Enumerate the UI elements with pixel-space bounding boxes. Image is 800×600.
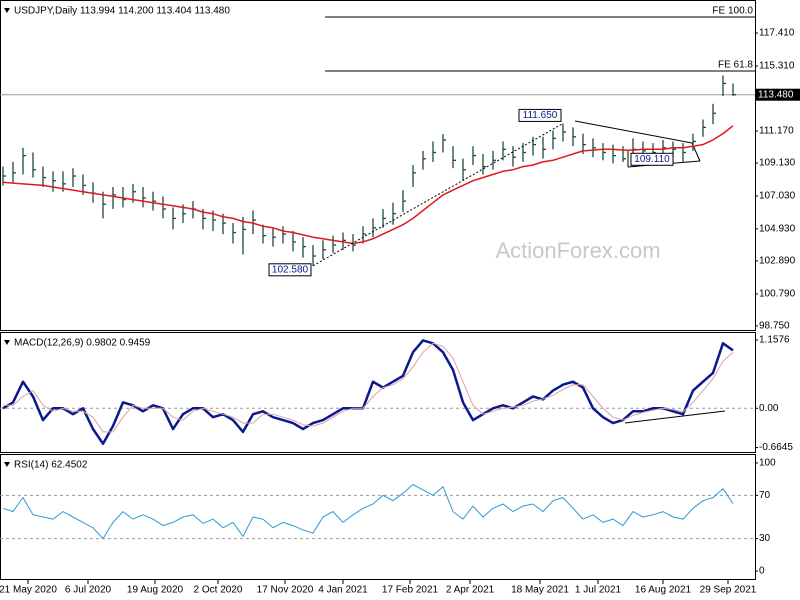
y-tick-label: 0	[759, 566, 765, 577]
annotation-box	[518, 108, 562, 122]
y-tick-label: 1.1576	[759, 335, 790, 346]
y-tick-label: 111.170	[759, 126, 794, 137]
x-tick-label: 6 Jul 2020	[65, 585, 112, 596]
x-tick-label: 17 Feb 2021	[382, 585, 439, 596]
series-line	[2, 125, 734, 245]
x-tick-label: 18 May 2021	[511, 585, 569, 596]
series-line	[2, 339, 734, 445]
annotation-label: 111.650	[523, 110, 558, 121]
y-tick-label: 109.130	[759, 158, 796, 169]
x-tick-label: 19 Aug 2020	[127, 585, 184, 596]
x-tick-label: 17 Nov 2020	[257, 585, 314, 596]
divergence-line	[624, 410, 726, 424]
annotation-box	[268, 263, 312, 277]
trend-line	[574, 120, 693, 144]
x-tick-label: 16 Aug 2021	[635, 585, 692, 596]
y-tick-label: 115.310	[759, 61, 795, 72]
y-tick-label: 30	[759, 533, 771, 544]
annotation-label: 109.110	[634, 154, 670, 165]
series-line	[2, 484, 734, 540]
last-price-label: 113.480	[758, 89, 794, 100]
annotation-box	[630, 152, 674, 166]
watermark: ActionForex.com	[495, 238, 660, 263]
y-tick-label: 102.890	[759, 256, 796, 267]
panel-title: RSI(14) 62.4502	[14, 460, 88, 471]
y-tick-label: 98.750	[759, 321, 790, 332]
title-marker	[4, 340, 10, 345]
y-tick-label: 104.930	[759, 224, 796, 235]
y-tick-label: 100.790	[759, 289, 796, 300]
series-line	[3, 342, 734, 433]
last-price-box	[755, 88, 800, 101]
y-tick-label: 117.410	[759, 28, 795, 39]
macd-panel	[0, 332, 756, 453]
x-tick-label: 4 Jan 2021	[318, 585, 368, 596]
y-tick-label: 107.030	[759, 191, 796, 202]
y-tick-label: 0.00	[759, 403, 779, 414]
annotation-label: 102.580	[272, 264, 309, 275]
y-tick-label: -0.6645	[759, 442, 793, 453]
price-panel	[0, 0, 756, 331]
x-tick-label: 2 Oct 2020	[194, 585, 243, 596]
panel-title: MACD(12,26,9) 0.9802 0.9459	[14, 338, 151, 349]
fib-label: FE 100.0	[712, 6, 753, 17]
title-marker	[4, 462, 10, 467]
y-tick-label: 70	[759, 490, 771, 501]
x-tick-label: 21 May 2020	[0, 585, 57, 596]
x-tick-label: 29 Sep 2021	[700, 585, 757, 596]
rsi-panel	[0, 454, 756, 580]
x-tick-label: 1 Jul 2021	[575, 585, 622, 596]
y-tick-label: 100	[759, 458, 776, 469]
x-tick-label: 2 Apr 2021	[446, 585, 495, 596]
fib-label: FE 61.8	[718, 60, 753, 71]
title-marker	[4, 8, 10, 13]
panel-title: USDJPY,Daily 113.994 114.200 113.404 113…	[14, 6, 230, 17]
